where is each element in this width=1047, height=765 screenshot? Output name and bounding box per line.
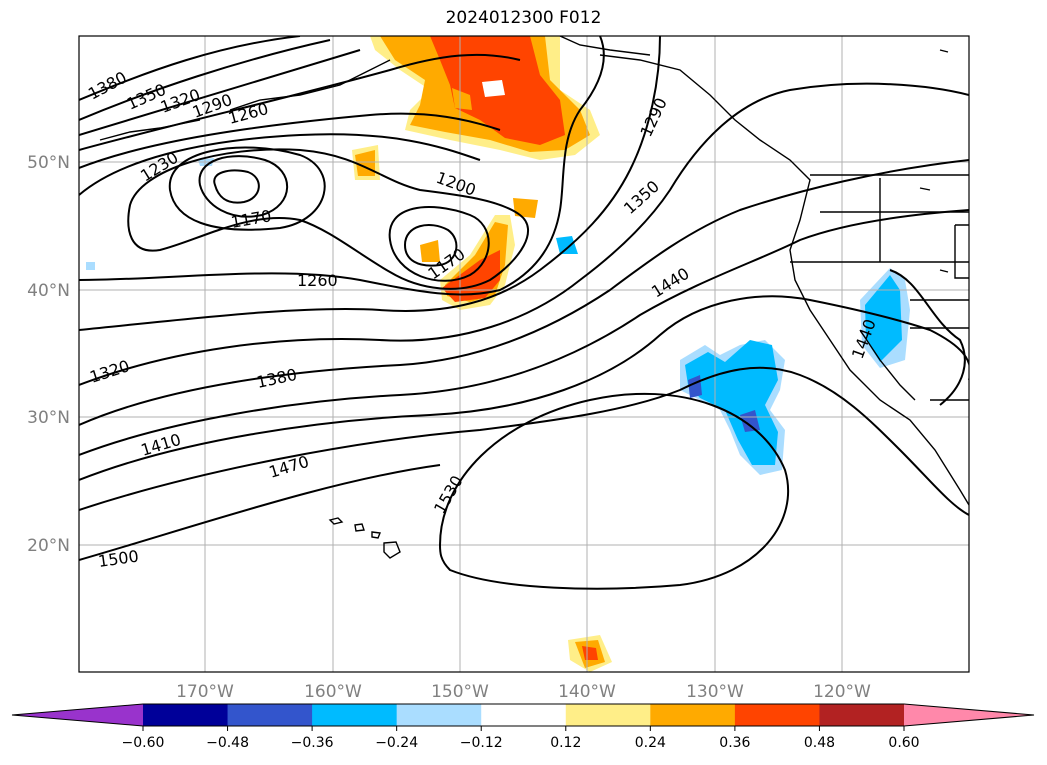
colorbar-tick-label: −0.24	[375, 735, 418, 751]
height-contours	[79, 36, 969, 590]
colorbar-extend-low	[12, 704, 143, 726]
colorbar-segment	[143, 704, 229, 726]
lon-label-150w: 150°W	[431, 682, 489, 702]
latitude-labels: 50°N 40°N 30°N 20°N	[27, 153, 70, 556]
negative-anomaly-field	[86, 158, 910, 475]
colorbar-tick-label: −0.60	[122, 735, 165, 751]
colorbar-tick-label: −0.48	[206, 735, 249, 751]
map-frame	[78, 35, 970, 673]
positive-anomaly-field-north	[370, 36, 600, 160]
lon-label-140w: 140°W	[558, 682, 616, 702]
colorbar-tick-label: 0.24	[635, 735, 666, 751]
colorbar-extend-high	[904, 704, 1034, 726]
colorbar-segment	[819, 704, 905, 726]
lon-label-170w: 170°W	[176, 682, 234, 702]
colorbar-tick-label: 0.48	[804, 735, 835, 751]
graticule	[79, 36, 969, 672]
colorbar-segment	[565, 704, 651, 726]
colorbar-segment	[227, 704, 313, 726]
colorbar: −0.60 −0.48 −0.36 −0.24 −0.12 0.12 0.24 0.36 0.4…	[11, 703, 1035, 751]
colorbar-tick-label: 0.12	[550, 735, 581, 751]
colorbar-segment	[481, 704, 567, 726]
colorbar-segment	[734, 704, 820, 726]
colorbar-tick-label: 0.60	[888, 735, 919, 751]
colorbar-tick-label: −0.12	[460, 735, 503, 751]
positive-anomaly-field-low	[352, 145, 612, 672]
lon-label-130w: 130°W	[686, 682, 744, 702]
lat-label-50: 50°N	[27, 153, 70, 173]
lat-label-40: 40°N	[27, 281, 70, 301]
colorbar-tick-label: −0.36	[291, 735, 334, 751]
colorbar-segment	[396, 704, 482, 726]
colorbar-segment	[312, 704, 398, 726]
lat-label-20: 20°N	[27, 536, 70, 556]
map-title: 2024012300 F012	[445, 8, 602, 28]
contour-label-1260-b: 1260	[297, 271, 338, 290]
map-area	[79, 36, 969, 672]
lat-label-30: 30°N	[27, 408, 70, 428]
lon-label-160w: 160°W	[304, 682, 362, 702]
colorbar-tick-label: 0.36	[719, 735, 750, 751]
lon-label-120w: 120°W	[813, 682, 871, 702]
longitude-labels: 170°W 160°W 150°W 140°W 130°W 120°W	[176, 682, 871, 702]
colorbar-segment	[650, 704, 736, 726]
